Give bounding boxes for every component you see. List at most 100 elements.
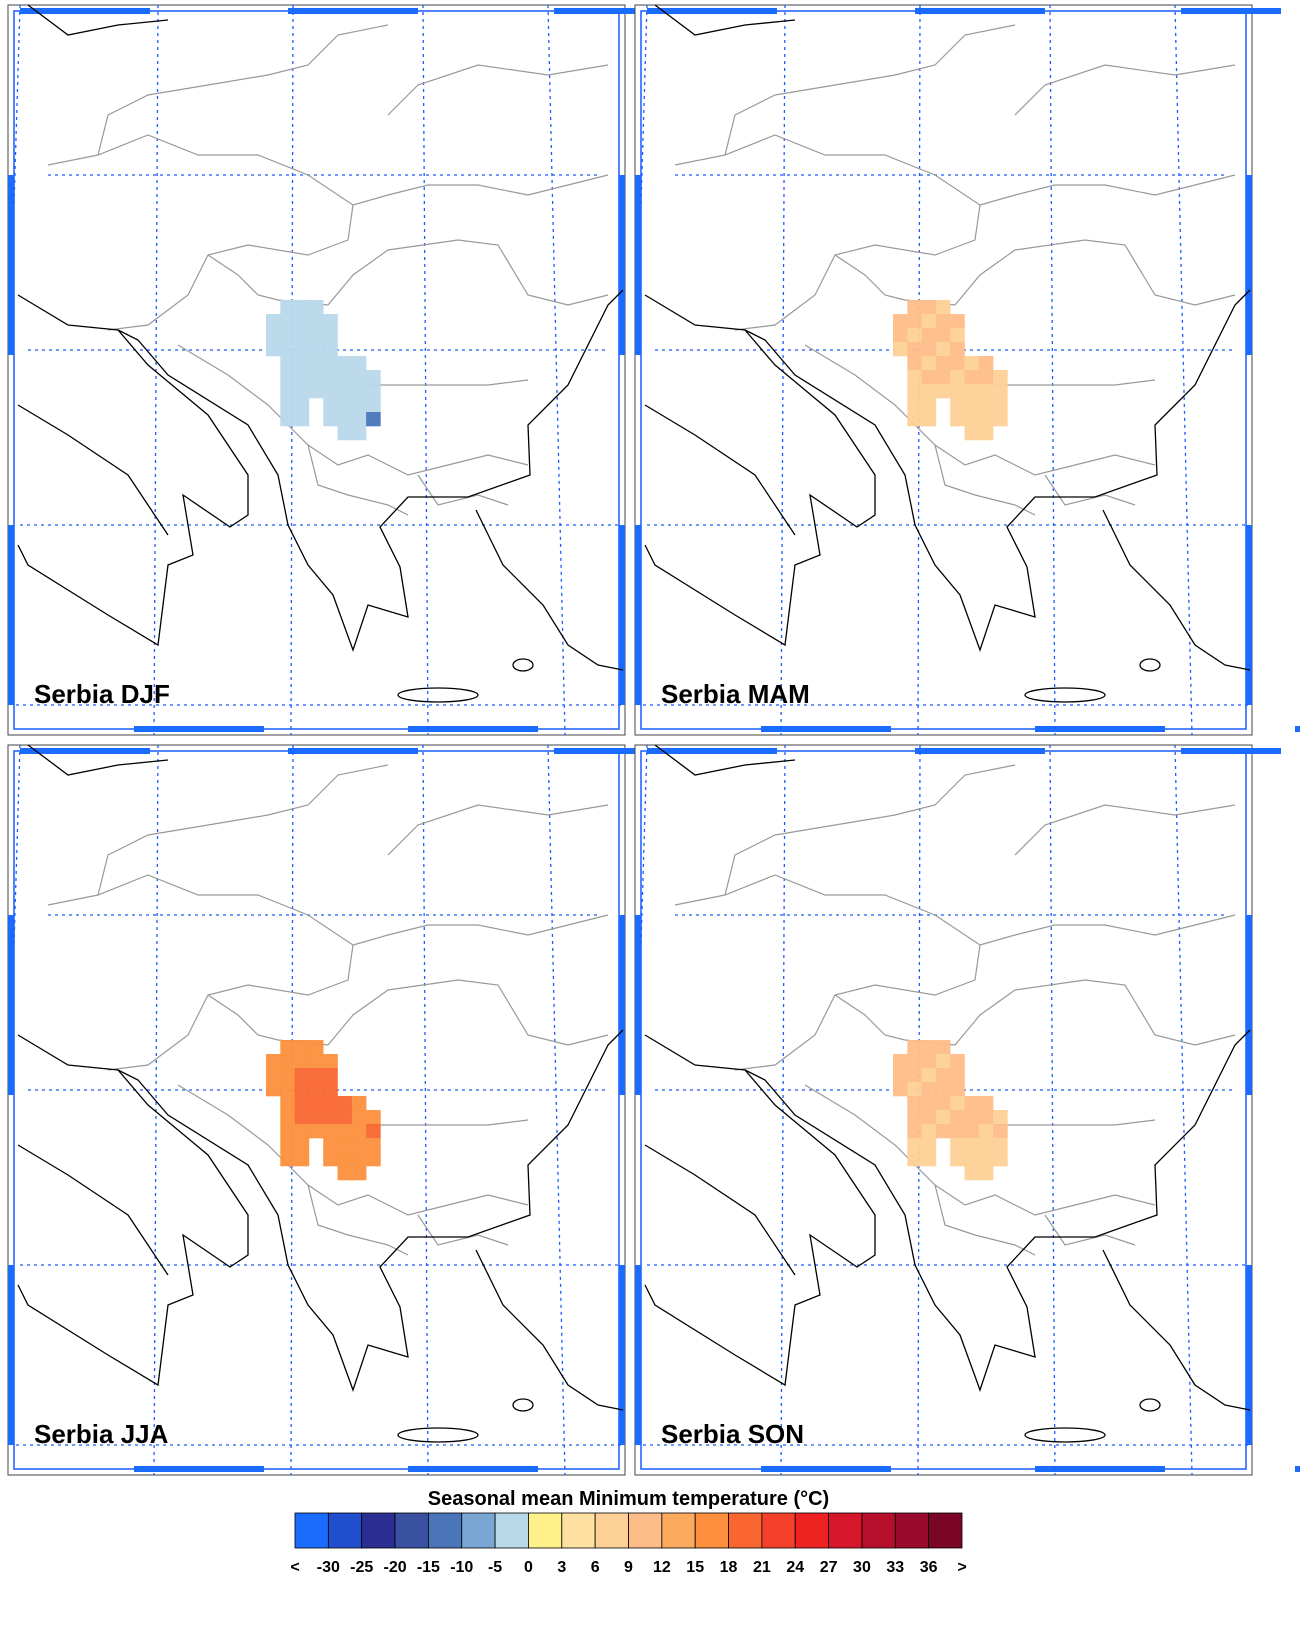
grid-cell: [907, 1082, 922, 1097]
grid-cell: [964, 1096, 980, 1111]
colorbar-box: [361, 1512, 396, 1549]
grid-cell: [280, 1096, 295, 1111]
grid-cell: [351, 1166, 367, 1181]
grid-cell: [308, 1110, 324, 1125]
grid-cell: [964, 370, 980, 385]
grid-cell: [280, 1040, 295, 1055]
grid-cell: [266, 1068, 281, 1083]
grid-cell: [921, 342, 937, 357]
grid-cell: [323, 1110, 338, 1125]
colorbar-box: [594, 1512, 629, 1549]
grid-cell: [280, 1068, 295, 1083]
grid-cell: [323, 398, 338, 413]
grid-cell: [294, 412, 310, 427]
grid-cell: [323, 314, 338, 329]
colorbar-box: [327, 1512, 363, 1549]
colorbar-label: >: [957, 1559, 966, 1576]
grid-cell: [366, 370, 381, 385]
map-panel: Serbia DJF: [7, 4, 768, 736]
grid-cell: [978, 426, 994, 441]
grid-cell: [921, 1124, 937, 1139]
grid-cell: [921, 1110, 937, 1125]
colorbar-label: 15: [686, 1559, 704, 1576]
colorbar-label: 33: [886, 1559, 904, 1576]
grid-cell: [893, 314, 908, 329]
colorbar-label: <: [290, 1559, 299, 1576]
colorbar-box: [694, 1512, 729, 1549]
frame-band: [8, 525, 14, 705]
grid-cell: [993, 384, 1008, 399]
grid-cell: [308, 384, 324, 399]
grid-cell: [308, 342, 324, 357]
grid-cell: [907, 1152, 922, 1167]
grid-cell: [935, 1040, 951, 1055]
grid-cell: [950, 314, 965, 329]
frame-band: [134, 726, 264, 732]
grid-cell: [308, 370, 324, 385]
grid-cell: [907, 342, 922, 357]
grid-cell: [323, 1138, 338, 1153]
grid-cell: [294, 1096, 310, 1111]
grid-cell: [294, 398, 310, 413]
grid-cell: [921, 1068, 937, 1083]
colorbar-box: [494, 1512, 529, 1549]
grid-cell: [280, 370, 295, 385]
grid-cell: [964, 1110, 980, 1125]
grid-cell: [978, 1096, 994, 1111]
colorbar-title: Seasonal mean Minimum temperature (°C): [428, 1488, 829, 1510]
grid-cell: [907, 314, 922, 329]
colorbar-label: 6: [591, 1559, 600, 1576]
colorbar-label: 27: [820, 1559, 838, 1576]
grid-cell: [935, 356, 951, 371]
frame-band: [635, 1265, 641, 1445]
grid-cell: [308, 356, 324, 371]
colorbar-box: [427, 1512, 463, 1549]
grid-cell: [308, 1068, 324, 1083]
grid-cell: [935, 314, 951, 329]
colorbar-label: -10: [450, 1559, 473, 1576]
grid-cell: [893, 1054, 908, 1069]
grid-cell: [266, 1082, 281, 1097]
grid-cell: [907, 370, 922, 385]
grid-cell: [964, 1138, 980, 1153]
grid-cell: [978, 1152, 994, 1167]
grid-cell: [294, 300, 310, 315]
frame-band: [1295, 726, 1300, 732]
grid-cell: [921, 314, 937, 329]
colorbar-box: [828, 1512, 863, 1549]
colorbar-label: -15: [417, 1559, 440, 1576]
colorbar-label: -5: [488, 1559, 502, 1576]
grid-cell: [294, 356, 310, 371]
map-panel: Serbia JJA: [7, 744, 768, 1476]
grid-cell: [921, 1082, 937, 1097]
grid-cell: [893, 328, 908, 343]
frame-band: [915, 8, 1045, 14]
grid-cell: [907, 1054, 922, 1069]
grid-cell: [308, 300, 324, 315]
grid-cell: [893, 1068, 908, 1083]
grid-cell: [280, 342, 295, 357]
grid-cell: [337, 384, 353, 399]
grid-cell: [964, 1166, 980, 1181]
frame-band: [635, 915, 641, 1095]
colorbar-label: 9: [624, 1559, 633, 1576]
colorbar-label: 12: [653, 1559, 671, 1576]
grid-cell: [366, 384, 381, 399]
grid-cell: [351, 1124, 367, 1139]
colorbar-label: 3: [557, 1559, 566, 1576]
grid-cell: [993, 1124, 1008, 1139]
colorbar-label: -20: [383, 1559, 406, 1576]
colorbar-label: 18: [720, 1559, 738, 1576]
grid-cell: [280, 1124, 295, 1139]
grid-cell: [337, 412, 353, 427]
grid-cell: [978, 398, 994, 413]
frame-band: [134, 1466, 264, 1472]
grid-cell: [294, 1110, 310, 1125]
grid-cell: [978, 356, 994, 371]
grid-cell: [337, 370, 353, 385]
grid-cell: [935, 1124, 951, 1139]
colorbar-label: -30: [317, 1559, 340, 1576]
frame-band: [619, 915, 625, 1095]
frame-band: [20, 748, 150, 754]
grid-cell: [921, 1152, 937, 1167]
